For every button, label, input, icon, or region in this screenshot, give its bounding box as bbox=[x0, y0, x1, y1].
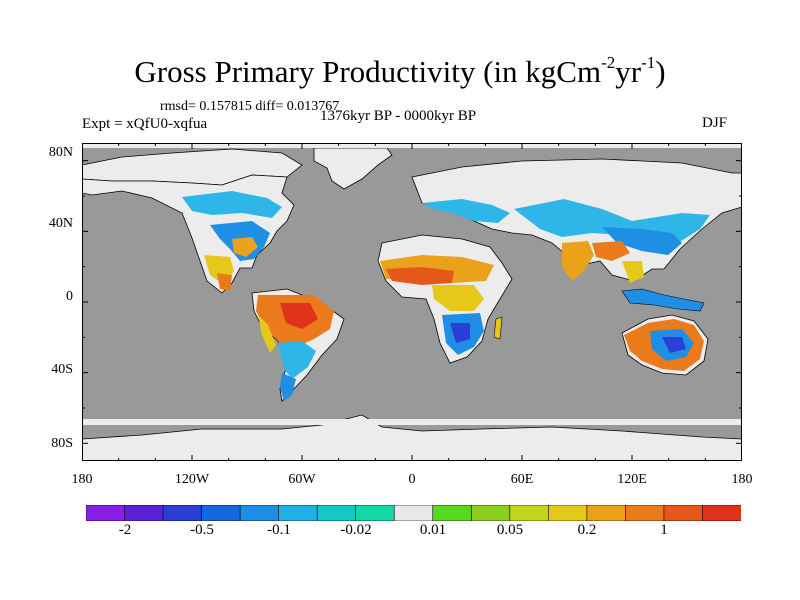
colorbar-swatch bbox=[239, 505, 280, 521]
colorbar-label: 0.01 bbox=[419, 522, 447, 538]
brazil-south bbox=[278, 341, 316, 379]
south-china bbox=[592, 241, 630, 261]
season-label: DJF bbox=[702, 115, 728, 131]
y-tick-80n: 80N bbox=[48, 145, 73, 160]
colorbar-swatch bbox=[355, 505, 396, 521]
colorbar-swatch bbox=[548, 505, 588, 521]
colorbar-label: 1 bbox=[660, 522, 668, 538]
colorbar-label: 0.2 bbox=[577, 522, 597, 538]
indonesia bbox=[621, 288, 705, 312]
x-tick-120w: 120W bbox=[174, 472, 210, 487]
colorbar-swatch bbox=[509, 505, 550, 521]
x-tick-60w: 60W bbox=[288, 472, 316, 487]
south-edge-fill bbox=[82, 419, 742, 425]
x-tick-120e: 120E bbox=[617, 472, 647, 487]
x-tick-180w: 180 bbox=[71, 472, 93, 487]
se-asia bbox=[622, 261, 644, 283]
west-africa bbox=[386, 267, 454, 285]
colorbar-swatch bbox=[201, 505, 241, 521]
colorbar-swatch bbox=[470, 505, 511, 521]
greenland bbox=[313, 147, 393, 190]
colorbar bbox=[86, 505, 741, 521]
colorbar-label: 0.05 bbox=[496, 522, 524, 538]
andes bbox=[258, 315, 276, 353]
patagonia bbox=[280, 373, 296, 401]
colorbar-label: -2 bbox=[118, 522, 132, 538]
europe-band bbox=[422, 199, 510, 223]
colorbar-swatch bbox=[162, 505, 203, 521]
y-tick-40s: 40S bbox=[51, 362, 73, 377]
colorbar-swatch bbox=[625, 505, 665, 521]
india bbox=[562, 241, 594, 281]
colorbar-label: -0.5 bbox=[190, 522, 214, 538]
colorbar-swatch bbox=[663, 505, 704, 521]
colorbar-label: -0.02 bbox=[340, 522, 372, 538]
colorbar-swatch bbox=[278, 505, 318, 521]
antarctica bbox=[82, 414, 742, 461]
stats-subtitle: rmsd= 0.157815 diff= 0.013767 bbox=[160, 99, 340, 114]
gpp-map bbox=[82, 143, 742, 461]
colorbar-swatch bbox=[586, 505, 627, 521]
x-tick-0: 0 bbox=[408, 472, 416, 487]
china bbox=[602, 227, 682, 255]
x-tick-60e: 60E bbox=[510, 472, 534, 487]
y-tick-0: 0 bbox=[66, 289, 73, 304]
central-africa bbox=[432, 285, 484, 311]
colorbar-swatch bbox=[432, 505, 473, 521]
canada-band bbox=[182, 191, 282, 218]
eastern-us-south bbox=[232, 237, 258, 257]
colorbar-label: -0.1 bbox=[267, 522, 291, 538]
mexico-south bbox=[217, 273, 232, 291]
colorbar-swatch bbox=[393, 505, 434, 521]
colorbar-swatch bbox=[702, 505, 741, 521]
x-tick-180e: 180 bbox=[731, 472, 753, 487]
amazon-core bbox=[280, 303, 318, 329]
colorbar-swatch bbox=[86, 505, 126, 521]
colorbar-swatch bbox=[124, 505, 164, 521]
y-tick-40n: 40N bbox=[48, 216, 73, 231]
australia-core bbox=[662, 337, 686, 353]
madagascar bbox=[493, 316, 503, 340]
southern-africa-core bbox=[450, 323, 470, 343]
period-label: 1376kyr BP - 0000kyr BP bbox=[320, 108, 477, 124]
experiment-label: Expt = xQfU0-xqfua bbox=[82, 116, 208, 132]
chart-title: Gross Primary Productivity (in kgCm-2yr-… bbox=[134, 53, 666, 89]
y-tick-80s: 80S bbox=[51, 436, 73, 451]
colorbar-swatch bbox=[316, 505, 357, 521]
